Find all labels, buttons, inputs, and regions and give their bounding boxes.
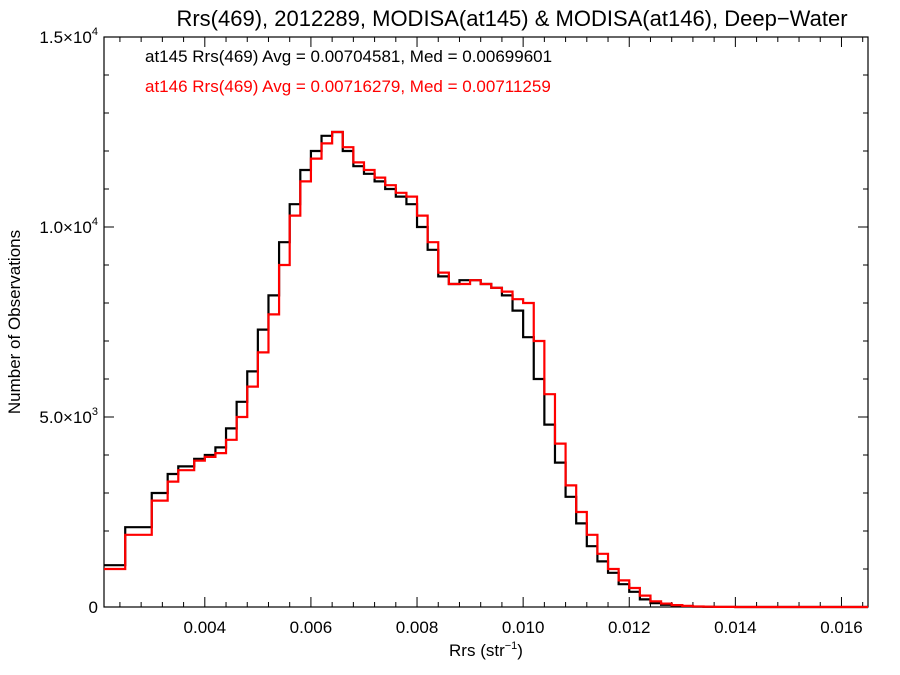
x-axis-ticks: 0.004 0.006 0.008 0.010 0.012 0.014 0.016: [119, 37, 864, 637]
x-tick-label: 0.014: [714, 618, 757, 637]
x-tick-label: 0.004: [184, 618, 227, 637]
annotation-at146: at146 Rrs(469) Avg = 0.00716279, Med = 0…: [145, 77, 551, 96]
plot-area: 0.004 0.006 0.008 0.010 0.012 0.014 0.016 0 5.0…: [39, 26, 869, 637]
x-axis-label: Rrs (str−1): [449, 640, 523, 660]
y-tick-label: 1.5×104: [39, 26, 98, 47]
chart-title: Rrs(469), 2012289, MODISA(at145) & MODIS…: [176, 6, 847, 31]
y-tick-label: 5.0×103: [39, 406, 98, 427]
series-lines: [104, 130, 868, 609]
x-axis-label-text: Rrs (str: [449, 641, 505, 660]
x-tick-label: 0.008: [396, 618, 439, 637]
y-tick-label: 1.0×104: [39, 216, 98, 237]
series-line-at146: [104, 130, 868, 609]
x-tick-label: 0.006: [290, 618, 333, 637]
plot-frame: [103, 36, 869, 608]
x-axis-label-exponent: −1: [505, 640, 518, 652]
series-line-at145: [104, 130, 868, 609]
x-tick-label: 0.012: [608, 618, 651, 637]
x-tick-label: 0.016: [820, 618, 863, 637]
y-tick-label-base: 1.0×10: [39, 218, 91, 237]
y-tick-label-exponent: 3: [92, 406, 98, 418]
x-tick-label: 0.010: [502, 618, 545, 637]
y-tick-label: 0: [89, 598, 98, 617]
y-tick-label-base: 5.0×10: [39, 408, 91, 427]
y-tick-label-base: 0: [89, 598, 98, 617]
y-tick-label-exponent: 4: [92, 26, 98, 38]
y-tick-label-base: 1.5×10: [39, 28, 91, 47]
x-axis-label-close: ): [517, 641, 523, 660]
stats-annotations: at145 Rrs(469) Avg = 0.00704581, Med = 0…: [145, 47, 552, 96]
y-tick-label-exponent: 4: [92, 216, 98, 228]
annotation-at145: at145 Rrs(469) Avg = 0.00704581, Med = 0…: [145, 47, 552, 66]
y-axis-label: Number of Observations: [5, 230, 24, 414]
